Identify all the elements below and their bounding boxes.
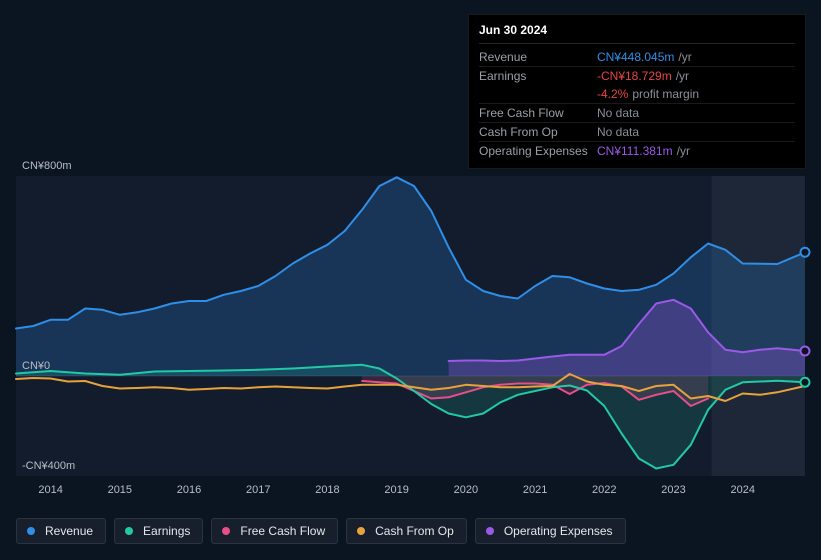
legend-dot-icon — [357, 527, 365, 535]
chart-root: { "tooltip": { "date": "Jun 30 2024", "r… — [0, 0, 821, 560]
tooltip-row-earnings: Earnings -CN¥18.729m/yr — [479, 67, 795, 85]
legend: Revenue Earnings Free Cash Flow Cash From O… — [16, 518, 626, 544]
tooltip-unit: profit margin — [632, 87, 699, 101]
tooltip-key: Revenue — [479, 50, 597, 64]
tooltip-row-opex: Operating Expenses CN¥111.381m/yr — [479, 142, 795, 160]
y-axis-label: CN¥800m — [22, 160, 72, 172]
tooltip-unit: /yr — [678, 50, 691, 64]
legend-item-revenue[interactable]: Revenue — [16, 518, 106, 544]
legend-label: Earnings — [143, 524, 190, 538]
x-axis-year: 2024 — [730, 484, 754, 496]
tooltip-row-revenue: Revenue CN¥448.045m/yr — [479, 48, 795, 67]
tooltip-row-margin: -4.2% profit margin — [479, 85, 795, 104]
legend-dot-icon — [27, 527, 35, 535]
legend-dot-icon — [222, 527, 230, 535]
x-axis-year: 2018 — [315, 484, 339, 496]
legend-label: Revenue — [45, 524, 93, 538]
tooltip-key: Operating Expenses — [479, 144, 597, 158]
legend-label: Operating Expenses — [504, 524, 613, 538]
tooltip-row-fcf: Free Cash Flow No data — [479, 104, 795, 123]
tooltip-key — [479, 87, 597, 101]
tooltip-key: Cash From Op — [479, 125, 597, 139]
legend-label: Cash From Op — [375, 524, 454, 538]
x-axis-year: 2014 — [38, 484, 62, 496]
x-axis-year: 2019 — [384, 484, 408, 496]
x-axis-year: 2022 — [592, 484, 616, 496]
tooltip-value: CN¥111.381m — [597, 144, 673, 158]
tooltip-row-cfo: Cash From Op No data — [479, 123, 795, 142]
tooltip-value: No data — [597, 125, 639, 139]
tooltip-key: Free Cash Flow — [479, 106, 597, 120]
legend-label: Free Cash Flow — [240, 524, 325, 538]
x-axis-year: 2021 — [523, 484, 547, 496]
x-axis-year: 2020 — [454, 484, 478, 496]
y-axis-label: -CN¥400m — [22, 460, 75, 472]
x-axis-year: 2023 — [661, 484, 685, 496]
legend-item-cfo[interactable]: Cash From Op — [346, 518, 467, 544]
x-axis-year: 2017 — [246, 484, 270, 496]
tooltip-value: -4.2% — [597, 87, 628, 101]
x-axis: 2014 2015 2016 2017 2018 2019 2020 2021 2022 2023… — [16, 484, 805, 500]
legend-item-fcf[interactable]: Free Cash Flow — [211, 518, 338, 544]
tooltip-unit: /yr — [677, 144, 690, 158]
tooltip-key: Earnings — [479, 69, 597, 83]
tooltip-date: Jun 30 2024 — [479, 23, 795, 44]
tooltip-value: -CN¥18.729m — [597, 69, 672, 83]
legend-item-opex[interactable]: Operating Expenses — [475, 518, 626, 544]
x-axis-year: 2016 — [177, 484, 201, 496]
tooltip-value: No data — [597, 106, 639, 120]
legend-dot-icon — [486, 527, 494, 535]
x-axis-year: 2015 — [108, 484, 132, 496]
y-axis-label: CN¥0 — [22, 360, 50, 372]
legend-item-earnings[interactable]: Earnings — [114, 518, 203, 544]
tooltip-unit: /yr — [676, 69, 689, 83]
legend-dot-icon — [125, 527, 133, 535]
hover-tooltip: Jun 30 2024 Revenue CN¥448.045m/yr Earni… — [468, 14, 806, 169]
tooltip-value: CN¥448.045m — [597, 50, 674, 64]
